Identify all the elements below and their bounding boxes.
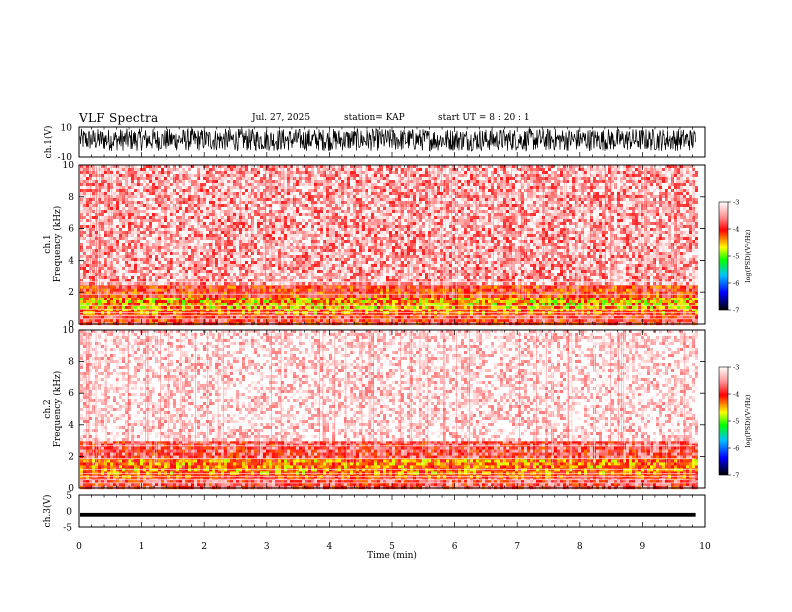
- ch3-ytick-bottom: -5: [63, 524, 72, 534]
- ch2-colorbar-ticks: -3 -4 -5 -6 -7: [728, 364, 739, 480]
- ch2-colorbar-tick-label--7: -7: [733, 472, 739, 480]
- ch1-ylabel: ch.1(V): [43, 126, 54, 159]
- ch3-ytick-top: 5: [66, 492, 72, 502]
- ch2-spec-ytick-label-4: 4: [68, 421, 74, 431]
- ch1-spec-ylabel-line2: Frequency (kHz): [52, 206, 63, 283]
- ch1-colorbar-tick-label--6: -6: [733, 280, 739, 288]
- time-tick-label-4: 4: [327, 542, 333, 552]
- time-tick-label-2: 2: [201, 542, 207, 552]
- ch2-colorbar-tick-label--5: -5: [733, 418, 739, 426]
- ch3-ytick-middle: 0: [66, 508, 72, 518]
- ch2-colorbar-tick-label--4: -4: [733, 391, 739, 399]
- ch1-colorbar-ticks: -3 -4 -5 -6 -7: [728, 199, 739, 315]
- time-axis-label: Time (min): [367, 550, 417, 561]
- ch1-waveform-panel: 10 -10 ch.1(V): [43, 124, 705, 164]
- ch1-waveform-trace: [80, 129, 696, 152]
- ch1-spec-ytick-label-6: 6: [68, 225, 74, 235]
- ch1-colorbar-tick-label--7: -7: [733, 307, 739, 315]
- ch1-spec-ytick-label-2: 2: [68, 288, 74, 298]
- ch3-waveform-trace: [80, 513, 696, 517]
- time-tick-label-1: 1: [139, 542, 145, 552]
- vlf-figure: 10 -10 ch.1(V) 0246810 ch.1 Frequency (k…: [0, 0, 792, 612]
- ch1-spec-ytick-label-8: 8: [68, 193, 74, 203]
- ch1-colorbar: [719, 202, 728, 310]
- ch1-spectrogram-image: [80, 165, 698, 325]
- ch2-spec-ylabel-line2: Frequency (kHz): [52, 371, 63, 448]
- ch1-spec-ylabel-line1: ch.1: [43, 234, 53, 253]
- time-tick-label-7: 7: [514, 542, 520, 552]
- ch2-colorbar-tick-label--6: -6: [733, 445, 739, 453]
- ch2-spec-ytick-label-2: 2: [68, 452, 74, 462]
- ch2-spec-ylabel-line1: ch.2: [43, 399, 53, 418]
- ch2-spec-ytick-label-10: 10: [63, 326, 75, 336]
- ch1-spec-ytick-label-4: 4: [68, 256, 74, 266]
- ch2-colorbar: [719, 367, 728, 475]
- ch2-spec-ytick-label-8: 8: [68, 358, 74, 368]
- ch2-colorbar-tick-label--3: -3: [733, 364, 739, 372]
- ch2-colorbar-label: log(PSD)(V²/Hz): [744, 394, 752, 447]
- time-tick-label-10: 10: [699, 542, 711, 552]
- ch1-colorbar-tick-label--3: -3: [733, 199, 739, 207]
- ch1-ytick-top: 10: [61, 124, 73, 134]
- time-tick-label-9: 9: [640, 542, 646, 552]
- time-tick-label-3: 3: [264, 542, 270, 552]
- time-tick-label-8: 8: [577, 542, 583, 552]
- ch1-colorbar-tick-label--4: -4: [733, 226, 739, 234]
- ch2-spectrogram-image: [80, 330, 698, 489]
- ch2-spec-ytick-label-6: 6: [68, 389, 74, 399]
- ch1-colorbar-label: log(PSD)(V²/Hz): [744, 229, 752, 282]
- time-tick-label-0: 0: [76, 542, 82, 552]
- ch1-spec-ytick-label-10: 10: [63, 161, 75, 171]
- ch1-colorbar-tick-label--5: -5: [733, 253, 739, 261]
- ch3-ylabel: ch.3(V): [42, 495, 53, 528]
- time-tick-label-6: 6: [452, 542, 458, 552]
